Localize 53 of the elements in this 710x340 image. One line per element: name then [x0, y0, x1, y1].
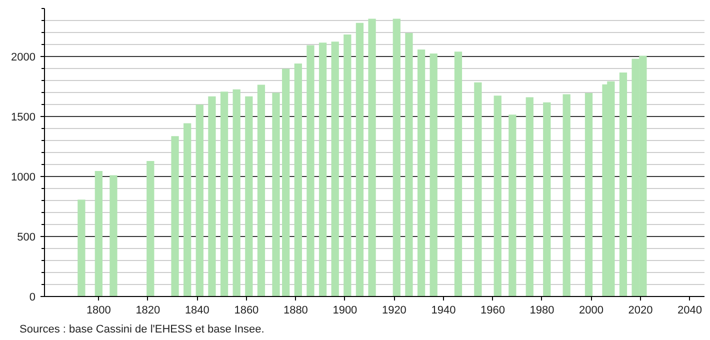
bar — [110, 175, 118, 296]
x-tick-label: 2040 — [677, 304, 702, 316]
source-note: Sources : base Cassini de l'EHESS et base Insee. — [20, 324, 264, 336]
bar — [232, 89, 240, 296]
bar — [454, 52, 462, 296]
y-tick-label: 2000 — [11, 52, 36, 64]
bar — [430, 54, 438, 296]
bar — [417, 50, 426, 296]
x-tick-label: 2000 — [578, 304, 604, 316]
y-tick-label: 1000 — [11, 172, 36, 184]
bar — [282, 68, 290, 296]
y-tick-label: 500 — [17, 232, 36, 244]
bar — [146, 161, 154, 296]
bar — [392, 18, 400, 296]
bar — [78, 200, 86, 296]
bar — [257, 84, 266, 296]
bar — [344, 34, 352, 296]
bar — [474, 82, 482, 296]
bar — [184, 123, 192, 296]
x-tick-label: 2020 — [628, 304, 653, 316]
bar — [306, 45, 314, 296]
bar — [94, 170, 102, 296]
bar — [619, 72, 628, 296]
bar — [171, 136, 179, 296]
x-tick-label: 1980 — [530, 304, 554, 316]
x-tick-label: 1820 — [136, 304, 160, 316]
bar — [318, 42, 327, 296]
x-tick-label: 1860 — [234, 304, 259, 316]
bar — [543, 102, 551, 296]
x-tick-label: 1900 — [332, 304, 358, 316]
x-tick-label: 1880 — [283, 304, 308, 316]
bar — [584, 92, 593, 296]
bar — [196, 104, 204, 296]
bar — [494, 96, 502, 296]
x-tick-label: 1940 — [431, 304, 456, 316]
x-tick-label: 1840 — [184, 304, 210, 316]
x-tick-label: 1800 — [86, 304, 111, 316]
x-tick-label: 1960 — [480, 304, 505, 316]
bar — [272, 92, 280, 296]
bar — [220, 92, 228, 296]
bar — [294, 63, 302, 296]
bar — [508, 114, 516, 296]
bar — [356, 22, 364, 296]
bar — [331, 42, 339, 296]
bar — [368, 18, 376, 296]
bar — [562, 94, 570, 296]
bar — [405, 32, 413, 296]
bar — [245, 96, 253, 296]
x-tick-label: 1920 — [382, 304, 406, 316]
y-tick-label: 0 — [29, 292, 36, 304]
bar — [208, 96, 216, 296]
bar — [526, 97, 534, 296]
y-tick-label: 1500 — [11, 112, 36, 124]
